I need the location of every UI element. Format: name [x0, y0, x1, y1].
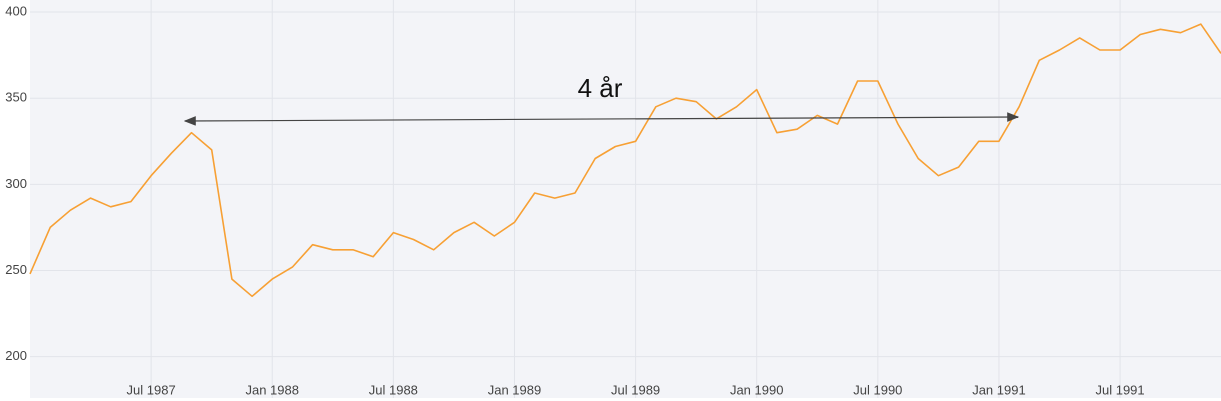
x-tick-label: Jul 1991 — [1095, 382, 1144, 397]
y-tick-label: 300 — [5, 176, 27, 191]
annotation: 4 år — [578, 73, 623, 103]
x-tick-label: Jan 1988 — [245, 382, 299, 397]
x-tick-label: Jan 1990 — [730, 382, 784, 397]
x-tick-label: Jan 1991 — [972, 382, 1026, 397]
y-tick-label: 350 — [5, 90, 27, 105]
x-tick-label: Jul 1989 — [611, 382, 660, 397]
y-tick-label: 400 — [5, 3, 27, 18]
annotation-arrow — [183, 112, 1020, 126]
price-line — [29, 23, 1221, 298]
x-tick-label: Jan 1989 — [488, 382, 542, 397]
plot-area — [30, 0, 1221, 398]
y-tick-label: 250 — [5, 262, 27, 277]
x-tick-label: Jul 1988 — [369, 382, 418, 397]
y-tick-label: 200 — [5, 348, 27, 363]
x-tick-label: Jul 1990 — [853, 382, 902, 397]
x-tick-label: Jul 1987 — [127, 382, 176, 397]
